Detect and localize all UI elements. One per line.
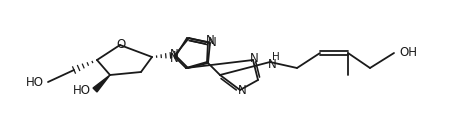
Text: OH: OH [399, 46, 417, 58]
Text: N: N [170, 51, 178, 65]
Text: N: N [208, 36, 216, 48]
Text: HO: HO [73, 84, 91, 96]
Text: HO: HO [26, 76, 44, 88]
Polygon shape [93, 75, 110, 92]
Text: N: N [268, 58, 276, 70]
Text: H: H [272, 52, 280, 62]
Text: N: N [205, 34, 214, 48]
Text: O: O [116, 39, 126, 51]
Text: N: N [250, 53, 258, 65]
Text: N: N [170, 48, 178, 62]
Text: N: N [238, 84, 247, 98]
